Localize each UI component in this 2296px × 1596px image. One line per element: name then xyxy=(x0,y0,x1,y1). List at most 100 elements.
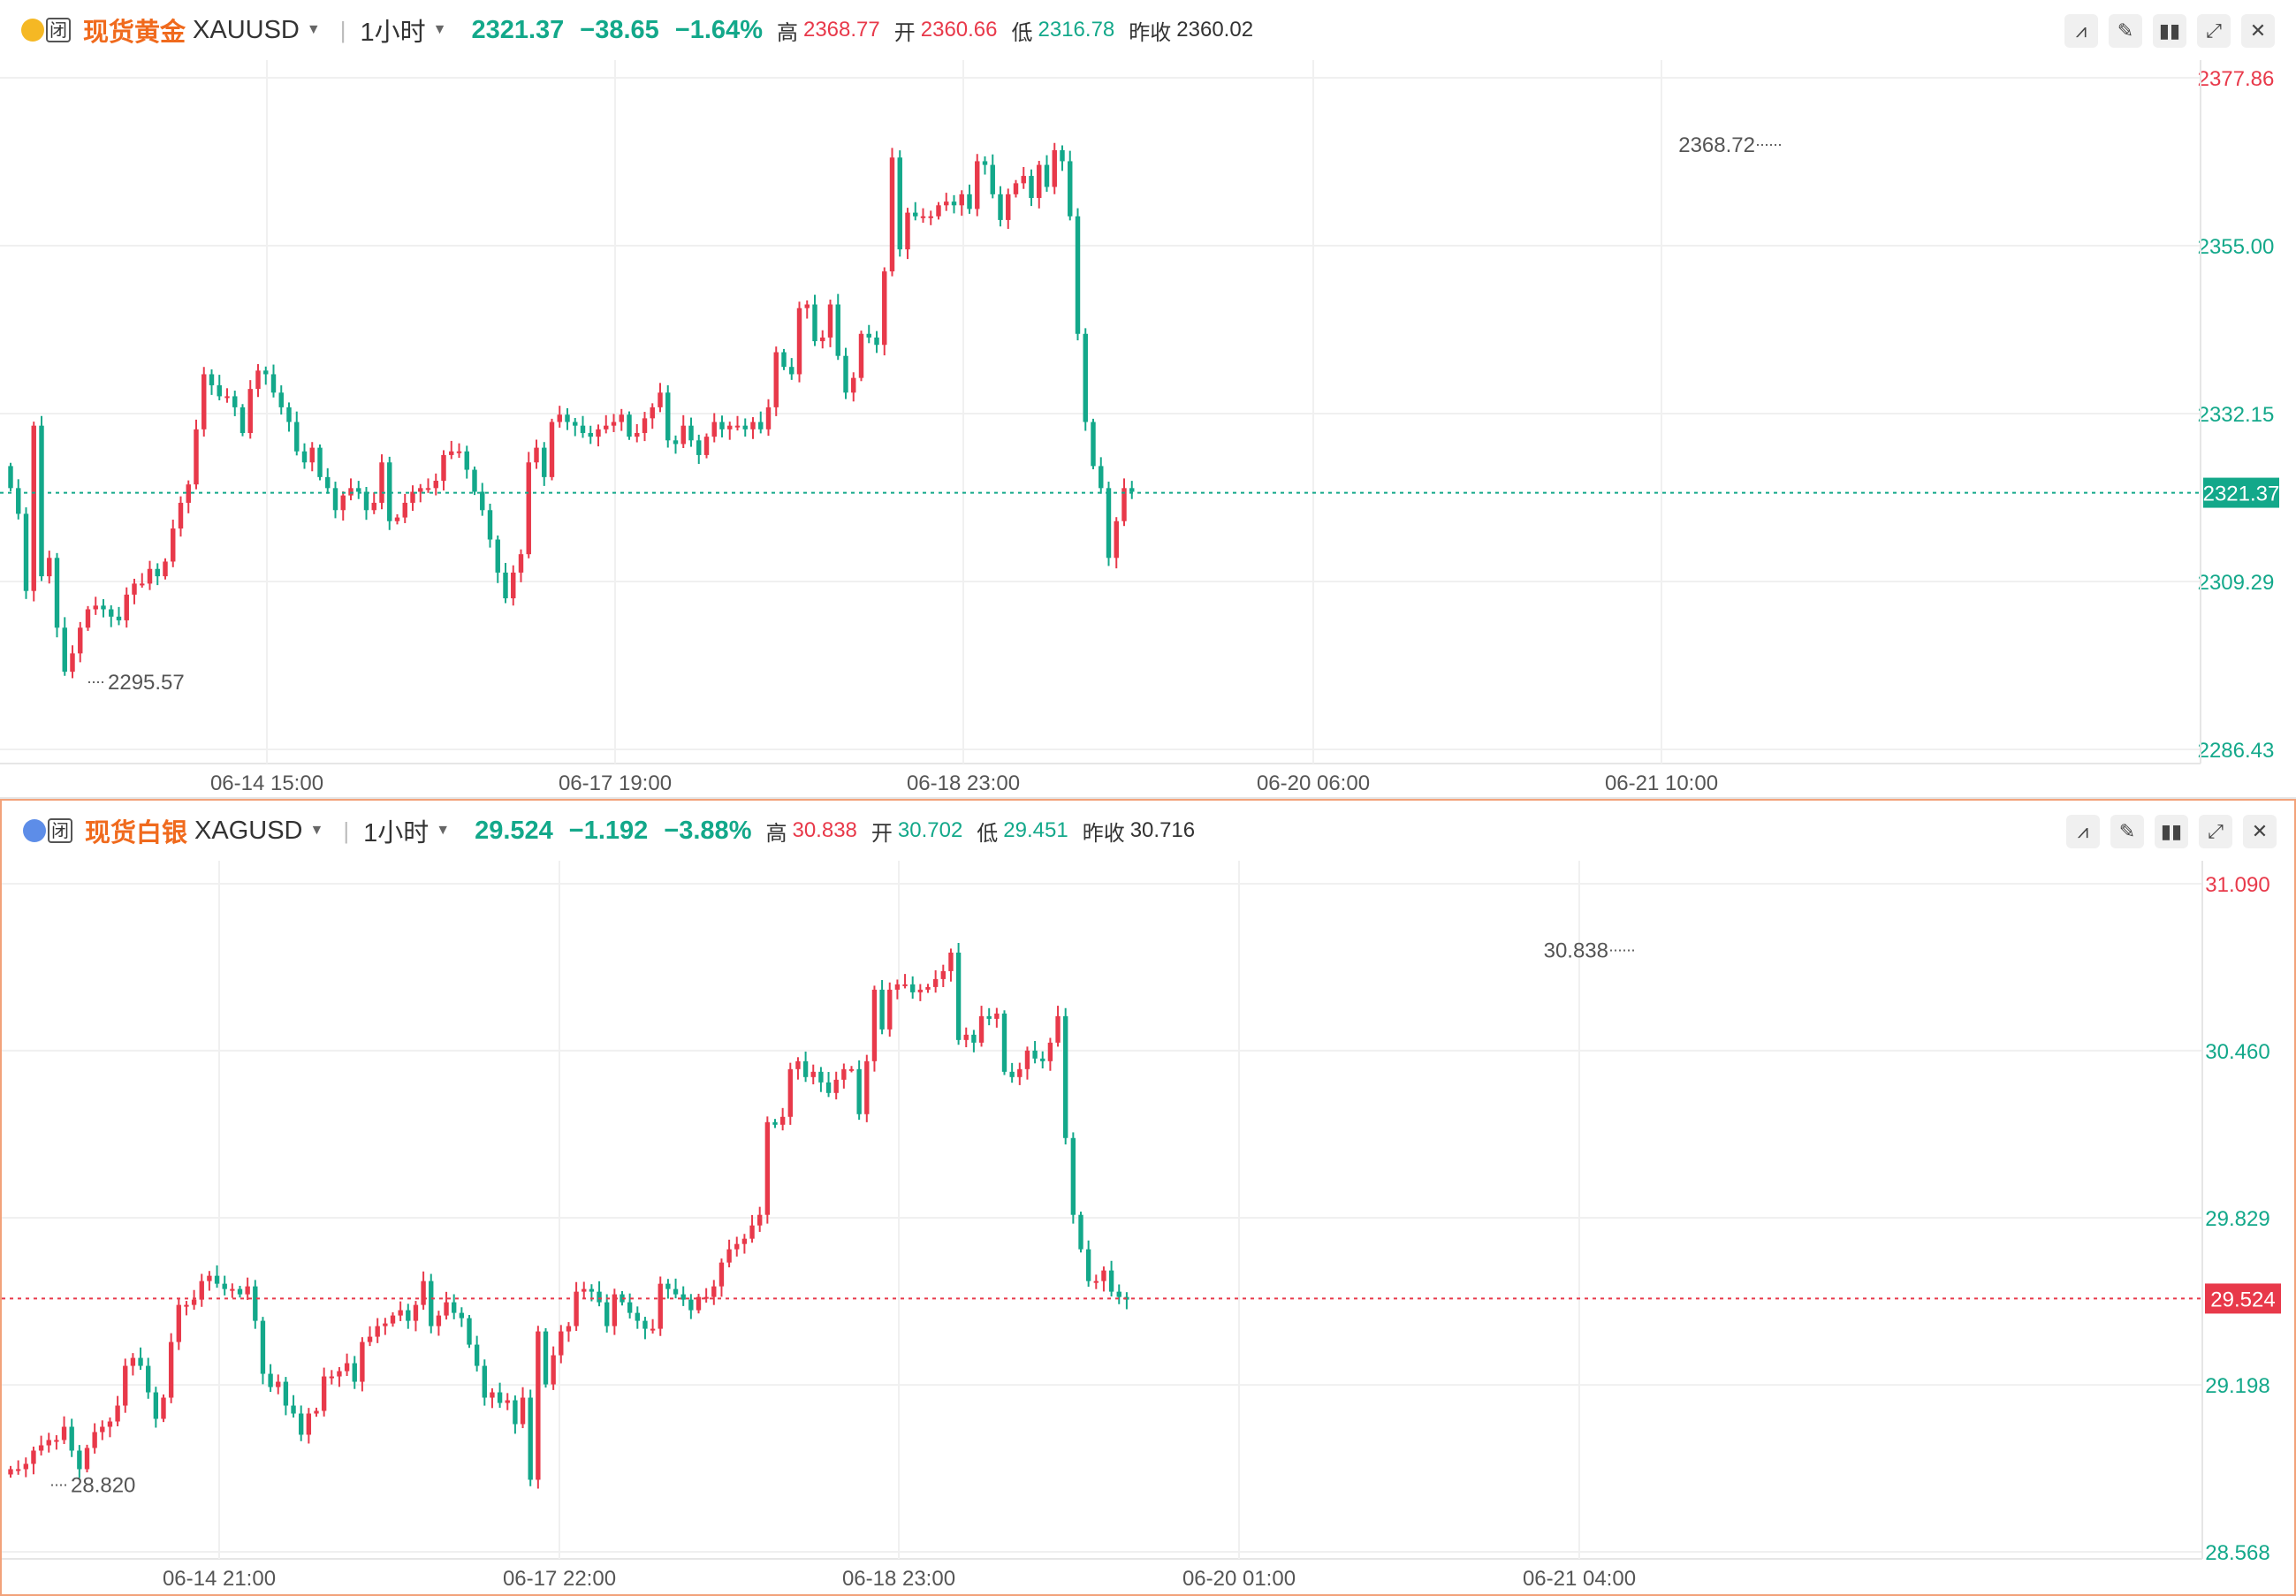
candle-body xyxy=(84,1448,90,1470)
candle-body xyxy=(472,469,477,492)
close-icon[interactable]: ✕ xyxy=(2241,14,2275,48)
candle-body xyxy=(371,502,376,511)
open-value: 2360.66 xyxy=(920,18,998,42)
candle-body xyxy=(726,1249,732,1263)
expand-icon[interactable]: ⤢ xyxy=(2199,815,2232,848)
candle-body xyxy=(727,425,733,429)
candle-body xyxy=(1063,1015,1068,1138)
chevron-down-icon[interactable]: ▼ xyxy=(436,823,451,838)
candle-body xyxy=(959,194,964,206)
close-icon[interactable]: ✕ xyxy=(2243,815,2277,848)
candle-body xyxy=(367,1336,373,1342)
candle-body xyxy=(597,1291,602,1303)
candle-body xyxy=(920,216,926,218)
candle-body xyxy=(452,1302,457,1313)
candle-body xyxy=(474,1344,480,1366)
candle-body xyxy=(948,952,954,971)
candle-body xyxy=(23,1463,28,1470)
candle-body xyxy=(314,1410,319,1414)
silver-candlestick-chart[interactable]: 31.090 30.460 29.829 29.198 28.568 06-14 21:0… xyxy=(2,861,2294,1594)
candle-body xyxy=(1121,488,1127,521)
candle-body xyxy=(796,308,802,375)
candle-type-icon[interactable]: ▮▮ xyxy=(2155,815,2188,848)
symbol-code[interactable]: XAUUSD xyxy=(193,15,300,44)
symbol-name[interactable]: 现货白银 xyxy=(85,819,188,847)
candle-body xyxy=(230,1288,235,1291)
price-change-pct: −1.64% xyxy=(674,15,763,44)
y-axis-tick-label: 2377.86 xyxy=(2198,67,2275,91)
chevron-down-icon[interactable]: ▼ xyxy=(306,22,321,37)
candle-body xyxy=(582,1288,587,1292)
draw-pen-icon[interactable]: ✎ xyxy=(2110,815,2144,848)
candle-body xyxy=(1055,1015,1061,1043)
x-axis-tick-label: 06-21 10:00 xyxy=(1605,771,1718,795)
candle-body xyxy=(503,572,508,599)
candle-body xyxy=(856,1068,862,1114)
chevron-down-icon[interactable]: ▼ xyxy=(432,22,447,37)
candle-body xyxy=(711,422,717,437)
candle-body xyxy=(787,1068,793,1117)
candle-body xyxy=(650,407,655,419)
candle-body xyxy=(1091,422,1096,467)
candle-body xyxy=(191,1299,197,1305)
candle-body xyxy=(975,161,980,209)
candle-body xyxy=(130,1357,136,1366)
expand-icon[interactable]: ⤢ xyxy=(2197,14,2231,48)
indicator-icon[interactable]: ⩘ xyxy=(2064,14,2098,48)
candle-body xyxy=(818,1071,824,1083)
candle-body xyxy=(611,422,617,426)
low-label: 低 xyxy=(977,821,999,846)
last-price-label: 29.524 xyxy=(2210,1288,2275,1311)
candle-body xyxy=(718,1262,725,1287)
candle-body xyxy=(963,1034,969,1040)
silver-coin-icon xyxy=(23,819,46,842)
gold-coin-icon xyxy=(21,19,44,42)
chevron-down-icon[interactable]: ▼ xyxy=(309,823,324,838)
candle-body xyxy=(77,1450,82,1470)
candle-body xyxy=(1075,216,1081,334)
candle-body xyxy=(268,1373,273,1387)
candle-body xyxy=(456,451,462,453)
candle-body xyxy=(750,422,756,429)
candle-body xyxy=(299,1413,304,1435)
symbol-code[interactable]: XAGUSD xyxy=(194,816,303,845)
candle-body xyxy=(54,558,60,628)
candle-body xyxy=(665,392,671,441)
open-label: 开 xyxy=(893,20,916,45)
candle-body xyxy=(986,1015,992,1019)
price-change-pct: −3.88% xyxy=(664,816,752,845)
candle-body xyxy=(573,422,578,426)
y-axis-tick-label: 28.568 xyxy=(2205,1541,2269,1565)
interval-selector[interactable]: 1小时 xyxy=(363,819,430,847)
candle-type-icon[interactable]: ▮▮ xyxy=(2153,14,2186,48)
candle-body xyxy=(1013,183,1019,194)
candle-body xyxy=(70,653,75,673)
candle-body xyxy=(902,984,908,986)
candle-body xyxy=(511,572,516,599)
x-axis-tick-label: 06-17 19:00 xyxy=(559,771,672,795)
indicator-icon[interactable]: ⩘ xyxy=(2066,815,2100,848)
candle-body xyxy=(490,1392,495,1398)
candle-body xyxy=(518,554,524,573)
candle-body xyxy=(306,1413,312,1435)
candle-body xyxy=(344,1363,350,1372)
gold-candlestick-chart[interactable]: 2377.86 2355.00 2332.15 2309.29 2286.43 06-14… xyxy=(0,60,2296,797)
candle-body xyxy=(619,414,624,422)
candle-body xyxy=(294,422,300,452)
candle-body xyxy=(513,1400,518,1425)
interval-selector[interactable]: 1小时 xyxy=(360,19,426,47)
candle-body xyxy=(688,425,694,441)
y-axis-tick-label: 29.829 xyxy=(2205,1207,2269,1231)
high-value: 30.838 xyxy=(792,818,857,842)
symbol-name[interactable]: 现货黄金 xyxy=(83,19,186,47)
candle-body xyxy=(696,1296,702,1311)
candle-body xyxy=(383,1323,388,1326)
candle-body xyxy=(1017,1068,1023,1077)
draw-pen-icon[interactable]: ✎ xyxy=(2109,14,2142,48)
candle-body xyxy=(773,352,779,407)
candle-body xyxy=(390,1315,396,1324)
candle-body xyxy=(848,1068,855,1071)
candle-body xyxy=(194,429,199,485)
candle-body xyxy=(627,1302,633,1313)
candle-body xyxy=(1006,194,1011,220)
